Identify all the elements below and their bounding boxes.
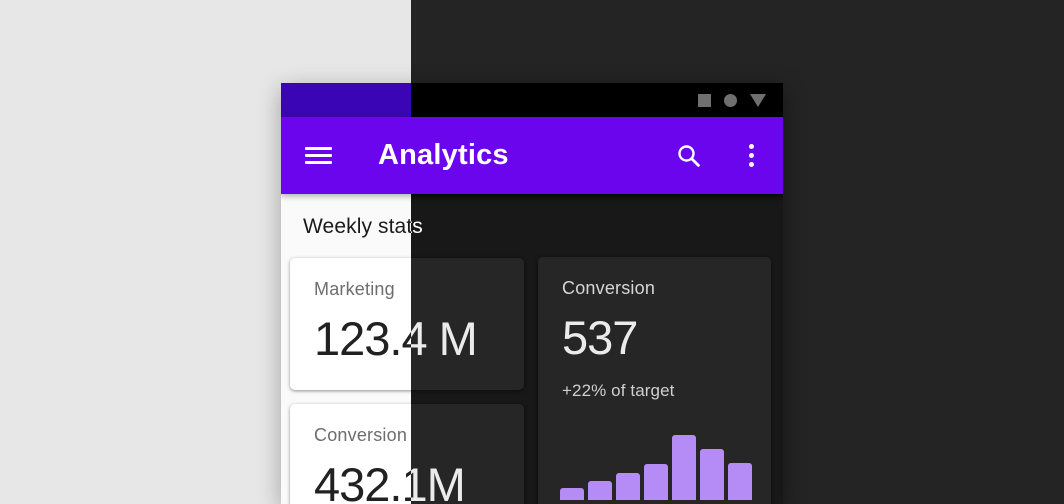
app-bar: Analytics bbox=[281, 117, 783, 194]
status-bar-icons bbox=[698, 93, 766, 107]
section-heading: Weekly stats bbox=[411, 215, 423, 239]
overflow-dot bbox=[748, 162, 754, 167]
triangle-down-icon bbox=[750, 93, 766, 107]
search-glyph bbox=[678, 144, 700, 167]
overflow-dot bbox=[748, 153, 754, 158]
stat-card-conversion: Conversion 432.1M bbox=[411, 404, 524, 504]
page-title: Analytics bbox=[378, 139, 509, 171]
section-heading: Weekly stats bbox=[303, 215, 423, 238]
stat-card-conversion-chart: Conversion 537 +22% of target bbox=[538, 257, 771, 504]
hamburger-bar bbox=[305, 147, 332, 150]
card-label: Marketing bbox=[314, 279, 395, 299]
circle-icon bbox=[724, 93, 737, 107]
search-icon[interactable] bbox=[675, 142, 703, 170]
hamburger-bar bbox=[305, 154, 332, 157]
chart-bar bbox=[728, 463, 752, 500]
stat-card-marketing: Marketing 123.4 M bbox=[411, 258, 524, 390]
hamburger-bar bbox=[305, 161, 332, 164]
status-bar bbox=[411, 83, 783, 117]
square-icon bbox=[698, 93, 711, 107]
chart-bar bbox=[588, 481, 612, 500]
hamburger-menu-icon[interactable] bbox=[305, 147, 332, 164]
card-label: Conversion bbox=[562, 278, 656, 298]
chart-bar bbox=[700, 449, 724, 500]
overflow-dot bbox=[748, 144, 754, 149]
chart-bar bbox=[560, 488, 584, 500]
content-area: Weekly stats Marketing 123.4 M Conversio… bbox=[411, 194, 783, 504]
card-value: 537 bbox=[562, 311, 638, 364]
card-subtext: +22% of target bbox=[562, 380, 675, 400]
card-value: 123.4 M bbox=[411, 312, 524, 366]
chart-bar bbox=[672, 435, 696, 500]
chart-bar bbox=[616, 473, 640, 500]
card-value: 432.1M bbox=[411, 458, 524, 504]
chart-bar bbox=[644, 464, 668, 500]
overflow-menu-icon[interactable] bbox=[747, 143, 755, 169]
bar-chart bbox=[560, 435, 752, 500]
card-label: Conversion bbox=[314, 425, 408, 445]
